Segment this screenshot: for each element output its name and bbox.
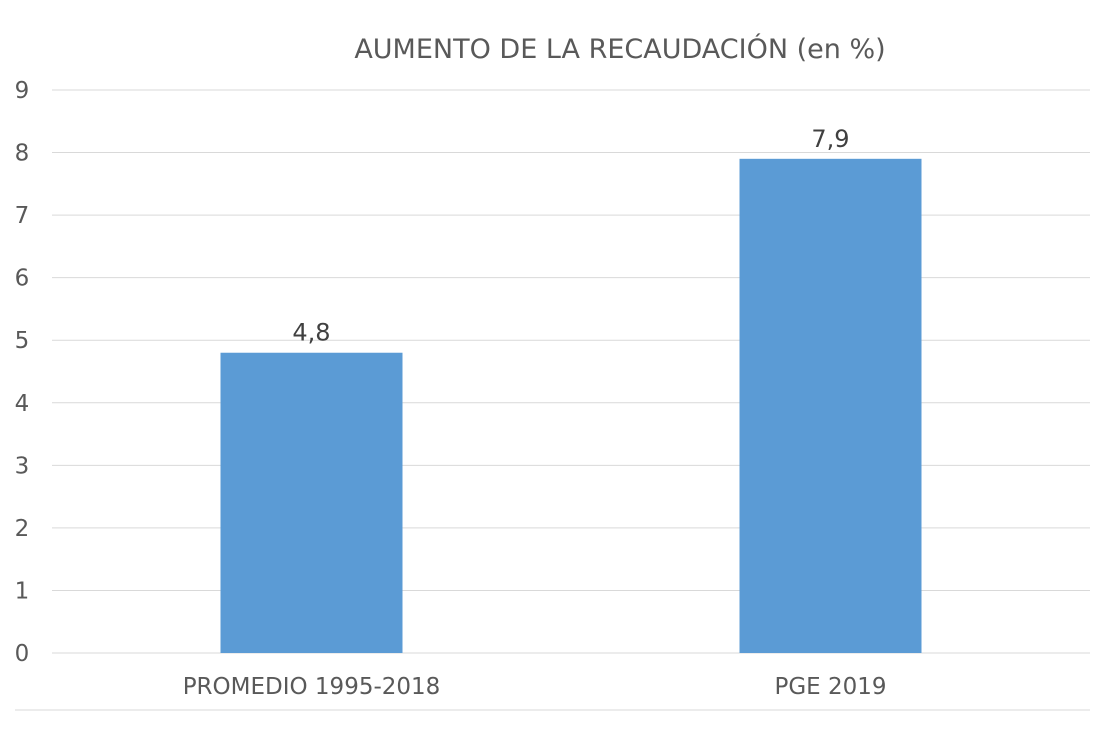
y-tick-label: 1	[15, 578, 30, 604]
bars	[220, 158, 922, 654]
y-tick-label: 3	[15, 453, 30, 479]
y-tick-label: 8	[15, 141, 30, 167]
y-tick-label: 9	[15, 78, 30, 104]
x-category-label: PGE 2019	[774, 674, 886, 700]
y-axis-ticks: 0 1 2 3 4 5 6 7 8 9	[15, 78, 30, 667]
y-tick-label: 7	[15, 203, 30, 229]
x-axis-categories: PROMEDIO 1995-2018 PGE 2019	[183, 674, 887, 700]
data-label: 7,9	[811, 125, 849, 153]
x-category-label: PROMEDIO 1995-2018	[183, 674, 441, 700]
data-labels: 4,8 7,9	[292, 125, 849, 347]
data-label: 4,8	[292, 319, 330, 347]
gridlines	[15, 89, 1090, 711]
y-tick-label: 2	[15, 516, 30, 542]
y-tick-label: 6	[15, 266, 30, 292]
y-tick-label: 4	[15, 391, 30, 417]
bar	[739, 158, 922, 654]
y-tick-label: 5	[15, 328, 30, 354]
chart-title: AUMENTO DE LA RECAUDACIÓN (en %)	[354, 33, 885, 65]
bar	[220, 352, 403, 653]
y-tick-label: 0	[15, 641, 30, 667]
